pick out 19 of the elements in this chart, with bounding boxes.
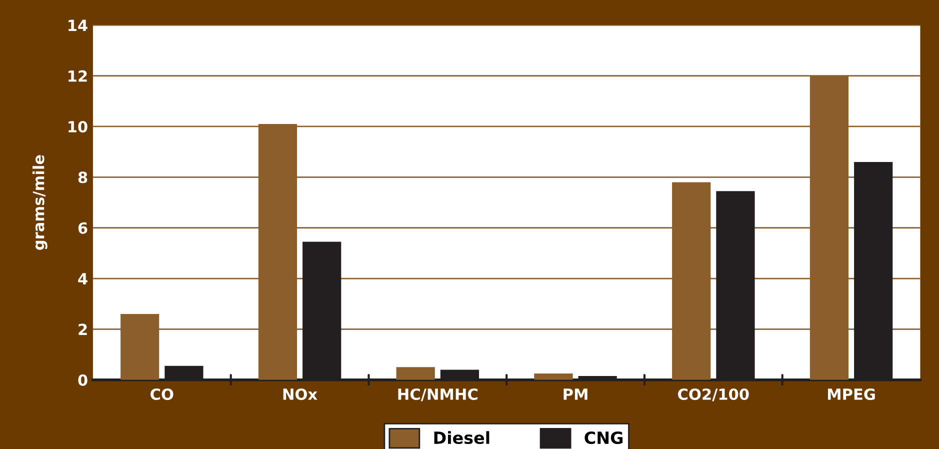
x-tick-label: PM — [564, 388, 588, 400]
y-tick-label: 4 — [78, 273, 88, 284]
legend-label: Diesel — [434, 431, 490, 444]
legend-label: CNG — [584, 431, 623, 444]
y-tick-label: 14 — [68, 20, 88, 31]
x-tick-label: NOx — [283, 388, 318, 400]
y-tick-label: 0 — [78, 374, 88, 386]
x-tick-label: CO — [150, 388, 174, 400]
y-tick-label: 10 — [68, 120, 88, 133]
bar — [534, 374, 573, 380]
y-tick-label: 6 — [78, 222, 88, 234]
y-tick-label: 2 — [78, 324, 87, 335]
x-tick-label: CO2/100 — [678, 388, 749, 402]
bar — [396, 367, 435, 380]
y-tick-label: 12 — [68, 70, 87, 82]
y-axis-title: grams/mile — [32, 155, 48, 250]
y-tick-label: 8 — [78, 172, 88, 184]
x-tick-label: HC/NMHC — [398, 388, 478, 402]
x-tick-label: MPEG — [828, 388, 875, 400]
